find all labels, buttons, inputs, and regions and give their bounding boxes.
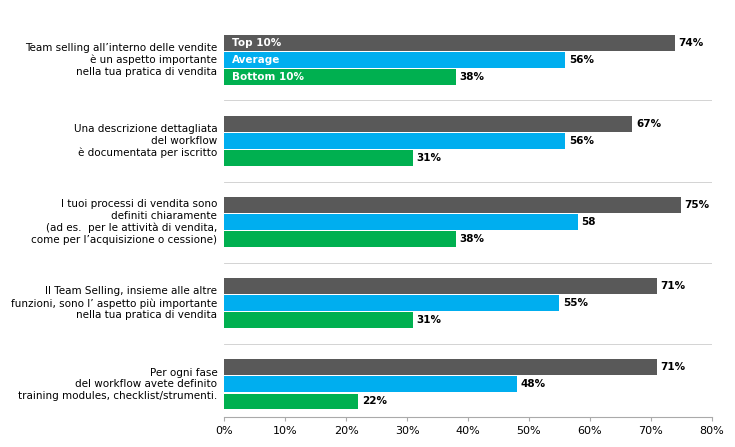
- Text: Bottom 10%: Bottom 10%: [232, 72, 304, 82]
- Bar: [224, 376, 517, 392]
- Bar: [224, 133, 565, 149]
- Text: 31%: 31%: [417, 315, 442, 325]
- Bar: [224, 295, 559, 311]
- Text: 71%: 71%: [660, 363, 686, 372]
- Bar: [224, 197, 681, 213]
- Text: 74%: 74%: [678, 38, 704, 48]
- Text: Average: Average: [232, 55, 280, 65]
- Text: 56%: 56%: [569, 55, 594, 65]
- Bar: [224, 393, 358, 409]
- Bar: [224, 69, 456, 85]
- Bar: [224, 312, 413, 328]
- Bar: [224, 214, 578, 230]
- Text: 38%: 38%: [459, 72, 484, 82]
- Bar: [224, 116, 632, 132]
- Text: 38%: 38%: [459, 234, 484, 244]
- Bar: [224, 150, 413, 166]
- Bar: [224, 359, 656, 375]
- Text: Top 10%: Top 10%: [232, 38, 281, 48]
- Text: 58: 58: [581, 217, 595, 227]
- Bar: [224, 52, 565, 68]
- Bar: [224, 35, 675, 51]
- Bar: [224, 231, 456, 247]
- Text: 75%: 75%: [685, 200, 710, 210]
- Text: 67%: 67%: [636, 119, 661, 129]
- Text: 31%: 31%: [417, 153, 442, 163]
- Text: 56%: 56%: [569, 136, 594, 146]
- Text: 48%: 48%: [520, 380, 545, 389]
- Text: 22%: 22%: [362, 396, 387, 406]
- Bar: [224, 278, 656, 294]
- Text: 55%: 55%: [563, 298, 588, 308]
- Text: 71%: 71%: [660, 281, 686, 291]
